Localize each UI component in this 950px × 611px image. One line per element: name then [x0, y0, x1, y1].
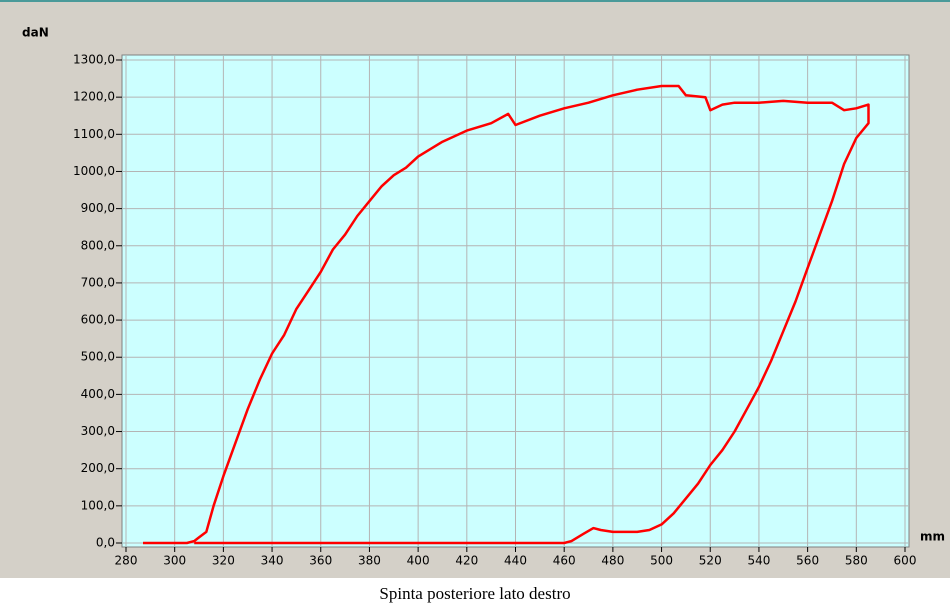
x-tick-label: 340: [261, 554, 284, 568]
x-tick-label: 320: [212, 554, 235, 568]
y-tick-label: 400,0: [81, 387, 115, 401]
y-axis-label: daN: [22, 26, 49, 40]
x-tick-label: 600: [894, 554, 917, 568]
y-tick-label: 200,0: [81, 461, 115, 475]
x-tick-label: 420: [455, 554, 478, 568]
y-tick-label: 500,0: [81, 350, 115, 364]
x-tick-label: 360: [309, 554, 332, 568]
y-tick-label: 1000,0: [73, 164, 115, 178]
x-tick-label: 460: [553, 554, 576, 568]
x-tick-label: 560: [796, 554, 819, 568]
x-tick-label: 380: [358, 554, 381, 568]
top-border: [0, 0, 950, 2]
x-axis-label: mm: [920, 530, 945, 544]
y-tick-label: 900,0: [81, 201, 115, 215]
x-tick-label: 580: [845, 554, 868, 568]
y-tick-label: 0,0: [96, 536, 115, 550]
x-tick-label: 520: [699, 554, 722, 568]
x-tick-label: 300: [163, 554, 186, 568]
y-tick-label: 100,0: [81, 498, 115, 512]
y-tick-label: 800,0: [81, 238, 115, 252]
y-tick-label: 700,0: [81, 275, 115, 289]
y-tick-label: 1200,0: [73, 90, 115, 104]
x-tick-label: 280: [115, 554, 138, 568]
y-tick-label: 600,0: [81, 313, 115, 327]
x-tick-label: 500: [650, 554, 673, 568]
caption: Spinta posteriore lato destro: [379, 584, 570, 603]
x-tick-label: 400: [407, 554, 430, 568]
x-tick-label: 440: [504, 554, 527, 568]
x-tick-label: 480: [601, 554, 624, 568]
y-tick-label: 1100,0: [73, 127, 115, 141]
y-tick-label: 1300,0: [73, 53, 115, 67]
x-tick-label: 540: [747, 554, 770, 568]
data-line: [143, 84, 870, 545]
y-tick-label: 300,0: [81, 424, 115, 438]
